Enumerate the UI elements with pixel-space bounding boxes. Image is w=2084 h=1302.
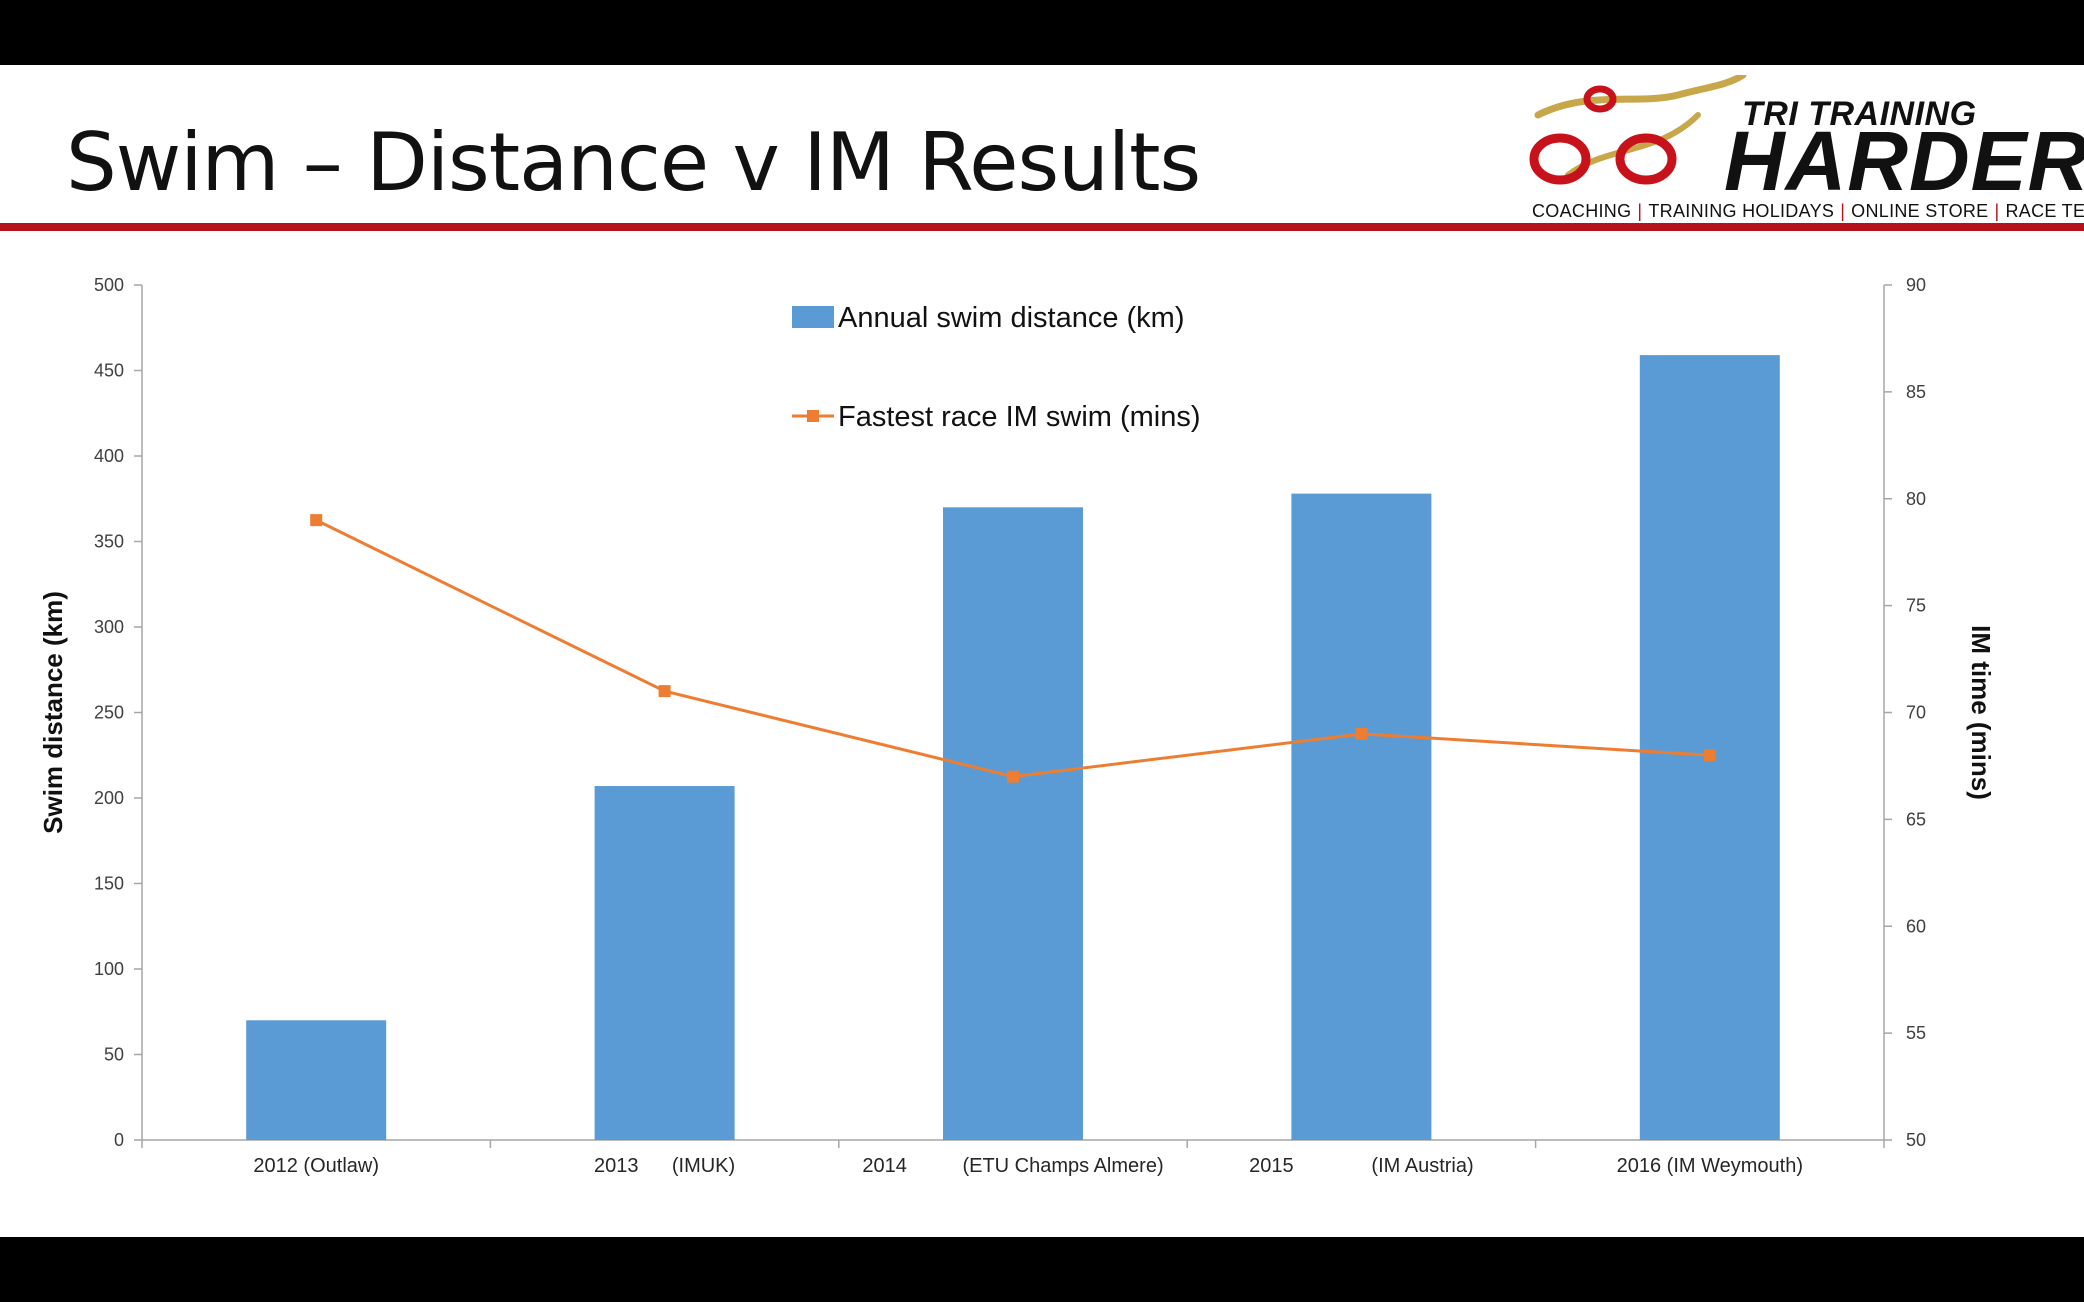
- logo-text-main: HARDER: [1724, 114, 2084, 208]
- tagline-separator: |: [1994, 201, 2000, 221]
- tagline-item: TRAINING HOLIDAYS: [1648, 201, 1835, 221]
- line-point: [1703, 749, 1716, 762]
- y2-tick-label: 70: [1906, 703, 1926, 723]
- y2-tick-label: 85: [1906, 382, 1926, 402]
- x-tick-label: 2012 (Outlaw): [253, 1155, 379, 1177]
- line-point: [658, 685, 671, 698]
- tagline-separator: |: [1637, 201, 1643, 221]
- y-tick-label: 0: [114, 1130, 124, 1150]
- line-point: [310, 514, 323, 527]
- logo-tagline: COACHING | TRAINING HOLIDAYS | ONLINE STORE |…: [1532, 201, 2084, 222]
- x-tick-label: 2013 (IMUK): [594, 1155, 735, 1177]
- bar: [1639, 355, 1780, 1140]
- legend-label: Fastest race IM swim (mins): [838, 401, 1201, 433]
- bar: [1291, 493, 1432, 1140]
- legend-label: Annual swim distance (km): [838, 302, 1185, 334]
- x-tick-label: 2014 (ETU Champs Almere): [862, 1155, 1163, 1177]
- y2-tick-label: 80: [1906, 489, 1926, 509]
- slide: Swim – Distance v IM Results TRI TRAININ…: [0, 65, 2084, 1237]
- tagline-item: RACE TEAM: [2005, 201, 2084, 221]
- y2-tick-label: 90: [1906, 275, 1926, 295]
- y-tick-label: 50: [104, 1045, 124, 1065]
- legend-swatch-bar: [792, 306, 834, 328]
- y2-tick-label: 60: [1906, 916, 1926, 936]
- y-tick-label: 450: [94, 361, 124, 381]
- y-tick-label: 150: [94, 874, 124, 894]
- y-tick-label: 100: [94, 959, 124, 979]
- y-tick-label: 300: [94, 617, 124, 637]
- tagline-separator: |: [1840, 201, 1846, 221]
- title-divider: [0, 223, 2084, 231]
- x-tick-label: 2015 (IM Austria): [1249, 1155, 1474, 1177]
- y2-axis-title: IM time (mins): [1966, 625, 1996, 800]
- y-tick-label: 500: [94, 275, 124, 295]
- rings-swoosh-icon: [1529, 75, 1747, 185]
- bar: [594, 786, 735, 1140]
- x-tick-label: 2016 (IM Weymouth): [1617, 1155, 1803, 1177]
- bar: [943, 507, 1083, 1140]
- y2-tick-label: 65: [1906, 809, 1926, 829]
- logo-text-top: TRI TRAINING: [1742, 95, 1977, 133]
- y-axis-title: Swim distance (km): [38, 591, 68, 834]
- y2-tick-label: 55: [1906, 1023, 1926, 1043]
- y-tick-label: 250: [94, 703, 124, 723]
- line-point: [1007, 770, 1019, 783]
- bar: [246, 1020, 387, 1140]
- tagline-item: ONLINE STORE: [1851, 201, 1989, 221]
- brand-logo: TRI TRAINING HARDER COACHING | TRAINING HO…: [1528, 75, 2084, 225]
- slide-title: Swim – Distance v IM Results: [66, 116, 1201, 209]
- y-tick-label: 350: [94, 532, 124, 552]
- line-point: [1355, 727, 1368, 740]
- y2-tick-label: 75: [1906, 596, 1926, 616]
- y-tick-label: 200: [94, 788, 124, 808]
- combo-chart: 0 50 100 150 200 250 300 350 400 450 500 50 55 60 65 70…: [38, 275, 1996, 1177]
- y2-tick-label: 50: [1906, 1130, 1926, 1150]
- tagline-item: COACHING: [1532, 201, 1632, 221]
- y-tick-label: 400: [94, 446, 124, 466]
- legend-swatch-marker: [807, 410, 819, 422]
